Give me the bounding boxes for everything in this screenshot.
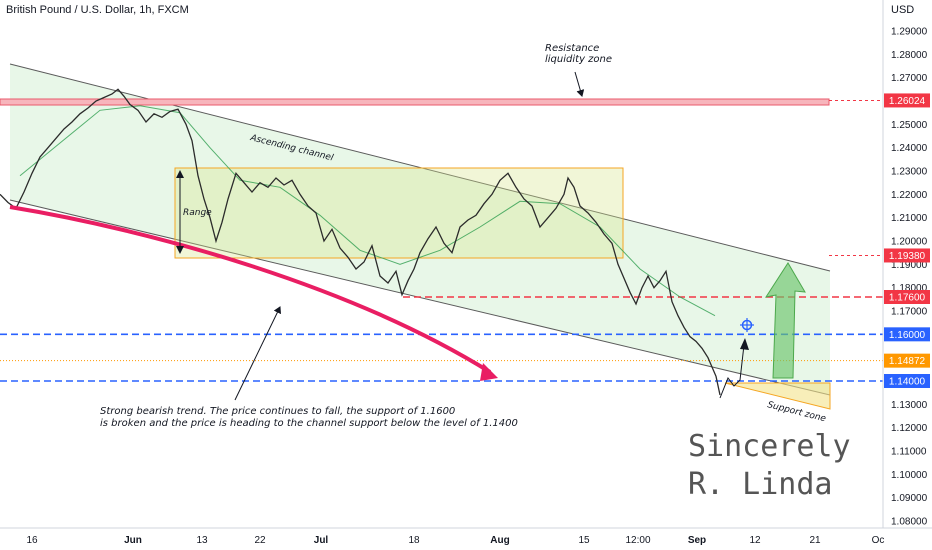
x-tick-label: 13 [196,535,208,546]
price-label-box [884,327,930,342]
x-tick-label: 15 [578,535,590,546]
price-label-box [884,248,930,263]
range-box [174,167,624,259]
resistance-label-line1: Resistance [545,43,599,54]
y-tick-label: 1.19000 [891,260,928,271]
price-labels: 1.26024 1.19380 1.17600 1.16000 1.14872 1.140… [884,93,930,388]
resistance-zone [0,98,830,106]
price-levels [0,99,883,382]
y-tick-label: 1.09000 [891,493,928,504]
y-tick-label: 1.29000 [891,27,928,38]
y-tick-label: 1.27000 [891,73,928,84]
y-tick-label: 1.21000 [891,213,928,224]
x-tick-label: 22 [254,535,266,546]
y-tick-label: 1.08000 [891,517,928,528]
x-tick-label: 12 [749,535,761,546]
projection-zigzag [719,344,745,399]
price-label-box [884,93,930,108]
x-tick-label: 21 [809,535,821,546]
resistance-label-line2: liquidity zone [545,54,612,65]
x-tick-label: 16 [26,535,38,546]
y-tick-label: 1.24000 [891,143,928,154]
support-zone [724,382,831,410]
y-tick-label: 1.18000 [891,283,928,294]
price-label-text: 1.26024 [889,96,926,107]
projection-arrowhead [740,338,749,350]
y-tick-label: 1.11000 [891,447,927,458]
x-tick-label: Oc [872,535,885,546]
signature-line1: Sincerely [688,429,851,464]
price-line [0,88,721,396]
chart-title: British Pound / U.S. Dollar, 1h, FXCM [6,4,189,16]
resistance-pointer-arrow [574,71,585,97]
y-tick-label: 1.20000 [891,237,928,248]
bearish-trend-arrowhead [480,363,498,381]
y-tick-label: 1.13000 [891,400,928,411]
bearish-trend-arrow [9,205,492,374]
range-arrow-top [176,170,184,178]
target-crosshair-icon[interactable] [740,318,754,332]
y-tick-label: 1.22000 [891,190,928,201]
x-tick-label: Sep [688,535,706,546]
range-arrow-bottom [176,246,184,254]
price-label-text: 1.19380 [889,251,926,262]
y-tick-label: 1.25000 [891,120,928,131]
price-label-box [884,353,930,368]
price-label-box [884,290,930,304]
y-tick-label: 1.17000 [891,307,928,318]
x-tick-label: 18 [408,535,420,546]
signature-line2: R. Linda [688,467,833,502]
y-tick-label: 1.23000 [891,167,928,178]
price-label-text: 1.17600 [889,293,926,304]
price-label-text: 1.14872 [889,356,926,367]
bullish-target-arrow [764,262,806,379]
channel-zone [10,64,830,395]
price-label-box [884,374,930,388]
y-tick-label: 1.28000 [891,50,928,61]
price-label-text: 1.14000 [889,377,926,388]
x-tick-label: Jul [314,535,329,546]
x-tick-label: 12:00 [625,535,650,546]
trend-description-line2: is broken and the price is heading to th… [100,418,518,429]
trend-description-line1: Strong bearish trend. The price continue… [100,406,455,417]
x-tick-label: Jun [124,535,142,546]
currency-label: USD [891,4,915,16]
x-axis-ticks[interactable]: 16 Jun 13 22 Jul 18 Aug 15 12:00 Sep 12 21 Oc [26,535,884,546]
y-tick-label: 1.12000 [891,423,928,434]
range-label: Range [183,208,212,218]
y-tick-label: 1.10000 [891,470,928,481]
price-label-text: 1.16000 [889,330,926,341]
trend-pointer-arrow [234,306,281,401]
x-tick-label: Aug [490,535,509,546]
